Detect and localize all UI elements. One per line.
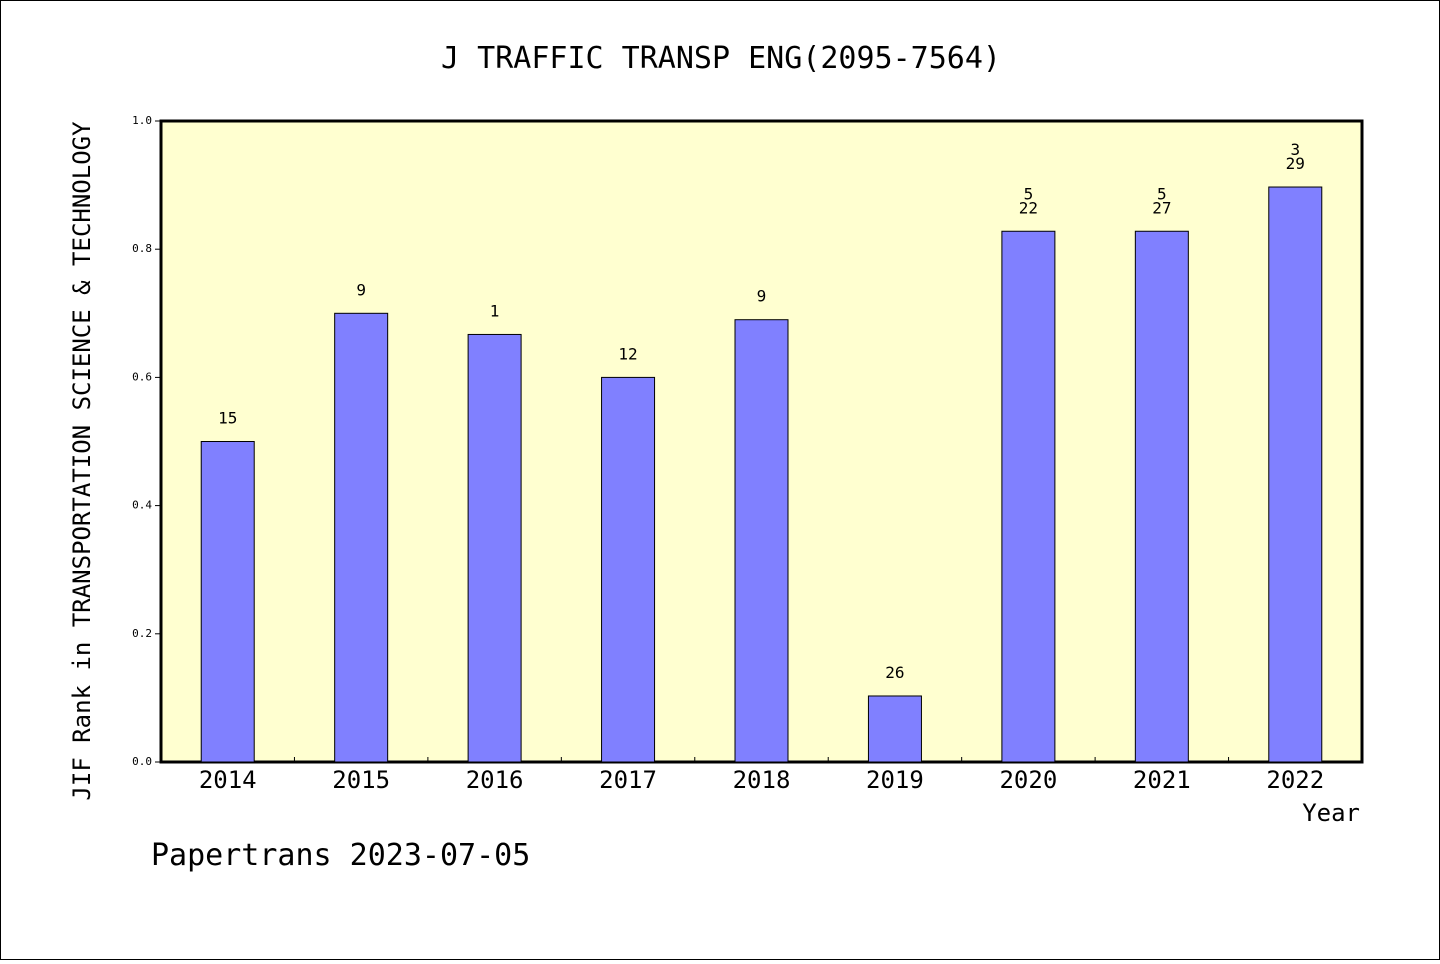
data-label: 27 xyxy=(1152,198,1171,217)
y-tick-label: 0.0 xyxy=(132,755,152,768)
data-label: 9 xyxy=(356,280,366,299)
data-label: 1 xyxy=(490,301,500,320)
y-tick-label: 0.4 xyxy=(132,499,152,512)
data-label: 15 xyxy=(218,409,237,428)
chart-title: J TRAFFIC TRANSP ENG(2095-7564) xyxy=(441,41,1001,76)
x-tick-label: 2019 xyxy=(866,766,924,794)
x-tick-label: 2020 xyxy=(999,766,1057,794)
x-tick-label: 2017 xyxy=(599,766,657,794)
bar xyxy=(867,695,922,763)
x-tick-label: 2015 xyxy=(332,766,390,794)
x-tick-label: 2014 xyxy=(199,766,257,794)
bar xyxy=(1134,230,1189,763)
bar xyxy=(467,333,522,763)
y-axis-label: JIF Rank in TRANSPORTATION SCIENCE & TEC… xyxy=(68,121,96,801)
data-label: 3 xyxy=(1290,140,1300,159)
bar xyxy=(601,376,656,763)
footer-text: Papertrans 2023-07-05 xyxy=(151,838,530,873)
chart-marks: 0.0 0.2 0.4 0.6 0.8 1.0 2014 15 2015 9 2016 1 2017 12… xyxy=(132,114,1324,794)
data-label: 12 xyxy=(618,344,637,363)
y-tick-label: 0.2 xyxy=(132,627,152,640)
bar xyxy=(200,441,255,763)
data-label: 9 xyxy=(757,287,767,306)
bar xyxy=(734,319,789,763)
bar xyxy=(1001,230,1056,763)
y-tick-label: 1.0 xyxy=(132,114,152,127)
x-axis-label: Year xyxy=(1302,799,1360,827)
x-tick-label: 2016 xyxy=(466,766,524,794)
bar xyxy=(1268,186,1323,763)
y-tick-label: 0.6 xyxy=(132,370,152,383)
data-label: 29 xyxy=(1286,154,1305,173)
data-label: 26 xyxy=(885,663,904,682)
x-tick-label: 2021 xyxy=(1133,766,1191,794)
data-label: 22 xyxy=(1019,198,1038,217)
bar xyxy=(334,312,389,763)
y-tick-label: 0.8 xyxy=(132,242,152,255)
x-tick-label: 2022 xyxy=(1266,766,1324,794)
data-label: 5 xyxy=(1024,184,1034,203)
data-label: 5 xyxy=(1157,184,1167,203)
x-tick-label: 2018 xyxy=(733,766,791,794)
